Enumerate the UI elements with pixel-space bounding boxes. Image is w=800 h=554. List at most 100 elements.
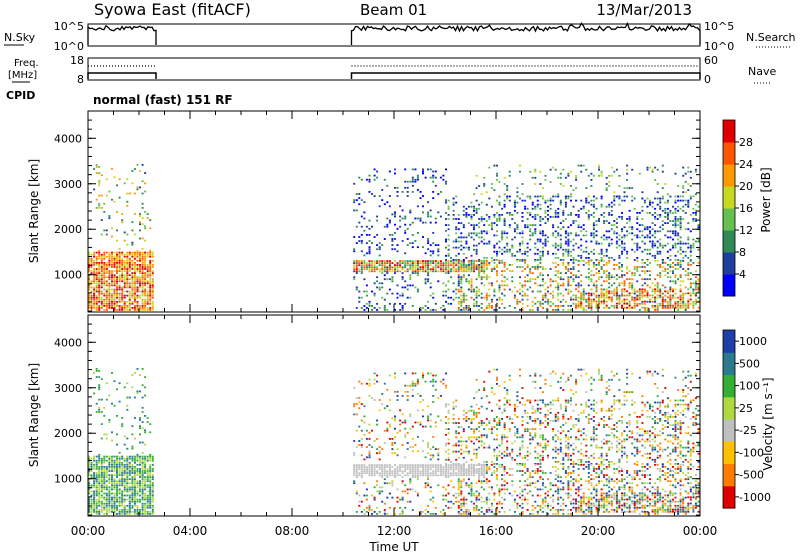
power-data-cell: [554, 230, 557, 233]
power-data-cell: [396, 244, 399, 246]
power-data-cell: [133, 278, 136, 281]
power-data-cell: [90, 309, 93, 311]
power-data-cell: [470, 280, 473, 283]
power-data-cell: [682, 195, 685, 198]
power-data-cell: [582, 309, 585, 311]
power-data-cell: [608, 236, 611, 239]
power-data-cell: [151, 286, 154, 289]
power-data-cell: [646, 296, 649, 299]
velocity-data-cell: [88, 511, 90, 513]
power-data-cell: [485, 264, 488, 266]
velocity-data-cell: [113, 504, 116, 507]
power-data-cell: [672, 246, 674, 249]
power-data-cell: [136, 290, 139, 293]
power-data-cell: [498, 290, 501, 293]
power-data-cell: [149, 274, 152, 277]
power-data-cell: [455, 296, 458, 299]
power-data-cell: [608, 278, 611, 281]
power-data-cell: [628, 302, 631, 305]
power-data-cell: [396, 266, 399, 269]
power-data-cell: [654, 288, 657, 291]
power-data-cell: [641, 191, 644, 194]
power-data-cell: [664, 286, 667, 289]
velocity-data-cell: [139, 482, 141, 485]
power-data-cell: [111, 305, 113, 307]
power-data-cell: [643, 306, 646, 309]
power-data-cell: [447, 205, 450, 208]
velocity-data-cell: [151, 504, 154, 507]
velocity-data-cell: [406, 474, 409, 477]
power-data-cell: [664, 201, 667, 204]
velocity-data-cell: [111, 439, 113, 442]
power-data-cell: [95, 255, 98, 258]
power-data-cell: [646, 290, 649, 293]
power-data-cell: [689, 284, 692, 287]
power-data-cell: [478, 203, 481, 206]
power-data-cell: [131, 286, 134, 289]
power-data-cell: [498, 216, 501, 218]
velocity-data-cell: [113, 461, 116, 464]
power-data-cell: [151, 255, 154, 258]
power-data-cell: [503, 220, 506, 222]
power-data-cell: [511, 238, 514, 241]
power-data-cell: [388, 270, 391, 273]
power-data-cell: [582, 290, 585, 293]
power-data-cell: [646, 197, 649, 200]
power-data-cell: [615, 195, 618, 198]
power-data-cell: [615, 302, 618, 305]
velocity-data-cell: [126, 474, 129, 476]
velocity-data-cell: [394, 376, 396, 379]
power-data-cell: [659, 250, 662, 253]
power-data-cell: [108, 305, 111, 307]
power-data-cell: [470, 214, 473, 216]
power-data-cell: [577, 286, 580, 289]
velocity-data-cell: [141, 480, 144, 483]
power-data-cell: [139, 223, 141, 226]
power-data-cell: [590, 232, 593, 235]
power-data-cell: [480, 218, 483, 220]
power-data-cell: [462, 252, 465, 255]
date-title: 13/Mar/2013: [596, 1, 692, 19]
power-data-cell: [381, 270, 384, 273]
power-data-cell: [465, 240, 468, 243]
power-data-cell: [587, 296, 590, 299]
power-data-cell: [682, 305, 685, 307]
velocity-data-cell: [139, 484, 141, 487]
power-data-cell: [100, 262, 103, 264]
power-data-cell: [113, 288, 116, 291]
power-data-cell: [475, 224, 478, 226]
power-data-cell: [595, 230, 598, 233]
power-data-cell: [587, 278, 590, 281]
velocity-data-cell: [368, 472, 371, 475]
velocity-data-cell: [108, 506, 111, 509]
power-data-cell: [141, 294, 144, 297]
power-data-cell: [95, 296, 98, 299]
power-data-cell: [363, 268, 366, 271]
power-data-cell: [475, 199, 478, 202]
power-data-cell: [694, 270, 697, 272]
power-data-cell: [598, 168, 600, 171]
power-data-cell: [103, 280, 106, 283]
power-data-cell: [98, 288, 101, 291]
velocity-data-cell: [401, 513, 404, 515]
power-data-cell: [519, 282, 521, 285]
power-data-cell: [600, 195, 603, 198]
power-data-cell: [613, 170, 616, 173]
power-data-cell: [669, 259, 672, 261]
power-data-cell: [401, 266, 404, 269]
power-data-cell: [483, 284, 486, 287]
power-data-cell: [470, 288, 473, 291]
power-data-cell: [651, 305, 654, 307]
velocity-data-cell: [473, 474, 475, 477]
power-data-cell: [654, 292, 657, 295]
velocity-data-cell: [373, 382, 376, 385]
power-data-cell: [580, 292, 583, 295]
power-data-cell: [388, 262, 391, 264]
power-data-cell: [687, 183, 690, 185]
power-data-cell: [394, 238, 396, 240]
power-data-cell: [460, 288, 463, 291]
power-data-cell: [529, 270, 532, 272]
power-data-cell: [470, 266, 473, 269]
power-data-cell: [580, 254, 583, 257]
velocity-data-cell: [116, 472, 118, 474]
